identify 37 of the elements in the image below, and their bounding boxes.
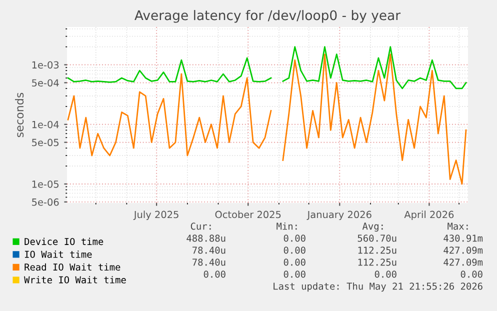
text: Min:: [276, 222, 297, 230]
text: 427.09m: [444, 246, 483, 254]
text: 427.09m: [444, 258, 483, 266]
legend-label: Write IO Wait time: [24, 276, 126, 284]
text: 0.00: [284, 246, 306, 254]
text: 0.00: [460, 270, 482, 278]
text: 112.25u: [358, 258, 396, 266]
text: Max:: [448, 222, 468, 230]
text: 112.25u: [358, 246, 396, 254]
y-axis-title: seconds: [15, 92, 24, 138]
text: Last update: Thu May 21 21:55:26 2026: [274, 282, 482, 292]
text: 0.00: [284, 270, 306, 278]
x-tick-label: April 2026: [404, 210, 454, 220]
y-tick-label: 5e-06: [32, 198, 59, 206]
chart-title: Average latency for /dev/loop0 - by year: [134, 10, 401, 23]
text: 0.00: [374, 270, 396, 278]
text: 430.91m: [444, 234, 483, 242]
text: Cur:: [190, 222, 211, 230]
text: 78.40u: [192, 246, 226, 254]
legend-label: Device IO time: [24, 238, 104, 246]
y-tick-label: 5e-04: [32, 79, 59, 87]
x-tick-label: July 2025: [133, 210, 178, 220]
text: 0.00: [284, 234, 306, 242]
y-tick-label: 1e-04: [32, 120, 59, 128]
y-tick-label: 1e-05: [32, 180, 59, 188]
text: 488.88u: [186, 234, 226, 242]
legend-label: IO Wait time: [24, 250, 92, 258]
legend-label: Read IO Wait time: [24, 263, 120, 271]
text: 0.00: [284, 258, 306, 266]
y-tick-label: 1e-03: [32, 61, 59, 69]
y-tick-label: 5e-05: [32, 138, 59, 146]
x-tick-label: January 2026: [306, 210, 372, 220]
text: Avg:: [362, 222, 383, 232]
text: 560.70u: [358, 234, 396, 242]
x-tick-label: October 2025: [215, 210, 281, 218]
text: 0.00: [204, 270, 226, 278]
text: 78.40u: [192, 258, 226, 266]
